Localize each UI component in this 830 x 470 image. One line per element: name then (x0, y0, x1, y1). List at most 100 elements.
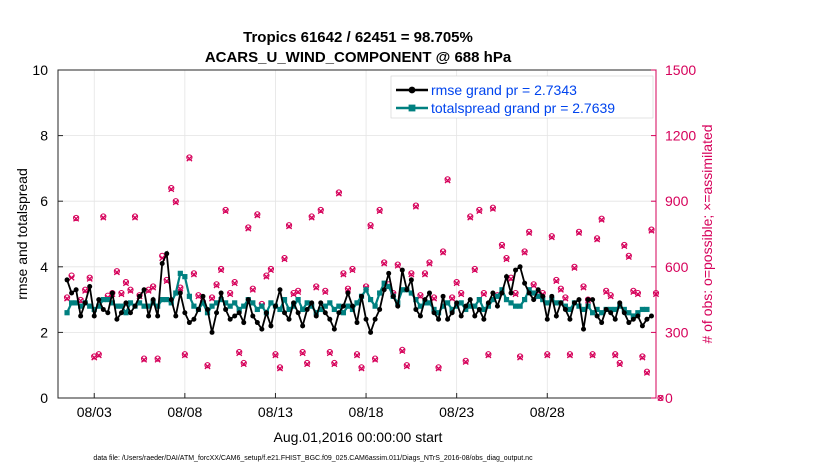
obs-possible-marker (213, 281, 220, 288)
obs-possible-marker (621, 241, 628, 249)
obs-possible-marker (295, 287, 302, 294)
rmse-point (648, 313, 654, 319)
obs-possible-marker (652, 289, 660, 297)
obs-possible-marker (217, 265, 225, 273)
obs-possible-marker (503, 254, 510, 262)
x-tick-label: 08/03 (77, 404, 112, 420)
obs-possible-marker (453, 279, 460, 286)
x-tick-label: 08/13 (258, 404, 293, 420)
obs-possible-marker (349, 265, 356, 273)
totalspread-point (259, 303, 265, 309)
rmse-point (137, 293, 143, 299)
obs-possible-marker (607, 292, 614, 299)
totalspread-point (345, 303, 351, 309)
obs-assimilated-marker (236, 350, 243, 357)
rmse-point (318, 300, 324, 306)
rmse-point (481, 316, 487, 322)
rmse-point (64, 277, 70, 283)
obs-possible-marker (118, 289, 125, 297)
totalspread-point (562, 303, 568, 309)
rmse-point (245, 297, 251, 303)
totalspread-point (100, 297, 106, 303)
rmse-point (585, 297, 591, 303)
obs-possible-marker (643, 368, 651, 375)
rmse-point (576, 297, 582, 303)
totalspread-point (417, 303, 424, 309)
obs-assimilated-marker (399, 347, 406, 355)
rmse-point (91, 313, 97, 319)
totalspread-point (209, 303, 215, 309)
rmse-point (164, 251, 170, 257)
rmse-point (214, 310, 220, 316)
totalspread-point (589, 310, 596, 316)
obs-assimilated-marker (322, 288, 329, 296)
obs-possible-marker (408, 270, 415, 277)
obs-assimilated-marker (372, 356, 379, 363)
obs-assimilated-marker (440, 249, 447, 256)
totalspread-point (608, 306, 614, 313)
totalspread-point (73, 300, 79, 306)
obs-possible-marker (299, 348, 306, 356)
rmse-point (458, 313, 464, 319)
obs-possible-marker (381, 259, 388, 266)
rmse-point (553, 313, 559, 319)
obs-assimilated-marker (172, 199, 179, 206)
totalspread-point (626, 310, 632, 316)
rmse-point (526, 290, 532, 296)
obs-assimilated-marker (512, 291, 519, 298)
totalspread-point (241, 303, 247, 309)
rmse-point (200, 293, 206, 299)
obs-possible-marker (526, 228, 533, 235)
obs-assimilated-marker (381, 260, 388, 267)
obs-assimilated-marker (100, 214, 107, 221)
obs-possible-marker (616, 359, 623, 367)
totalspread-point (232, 300, 238, 306)
obs-assimilated-marker (430, 295, 438, 302)
obs-possible-marker (530, 281, 537, 288)
rmse-point (567, 316, 573, 322)
totalspread-point (177, 270, 183, 276)
y-left-tick-label: 4 (40, 259, 48, 275)
obs-assimilated-marker (95, 352, 102, 359)
obs-possible-marker (100, 213, 107, 220)
totalspread-point (508, 300, 514, 306)
obs-assimilated-marker (607, 293, 614, 300)
data-file-footnote: data file: /Users/raeder/DAI/ATM_forcXX/… (93, 455, 533, 462)
totalspread-point (136, 300, 143, 306)
obs-possible-marker (240, 359, 247, 367)
rmse-point (417, 313, 423, 319)
obs-assimilated-marker (335, 190, 342, 197)
rmse-point (236, 310, 242, 316)
rmse-point (377, 306, 383, 312)
obs-assimilated-marker (295, 288, 302, 296)
rmse-point (123, 300, 129, 306)
rmse-point (590, 297, 596, 303)
obs-assimilated-marker (245, 225, 252, 232)
totalspread-point (213, 300, 220, 306)
obs-assimilated-marker (168, 186, 175, 193)
obs-count-markers (63, 154, 664, 402)
rmse-point (531, 297, 537, 303)
rmse-point (263, 310, 269, 316)
totalspread-point (630, 313, 636, 319)
obs-assimilated-marker (467, 214, 474, 221)
obs-assimilated-marker (263, 273, 270, 280)
obs-assimilated-marker (557, 286, 564, 293)
obs-assimilated-marker (145, 287, 152, 294)
rmse-point (390, 293, 396, 299)
obs-assimilated-marker (181, 352, 188, 359)
rmse-point (309, 300, 315, 306)
rmse-point (327, 316, 333, 322)
rmse-point (404, 287, 410, 293)
obs-assimilated-marker (218, 267, 225, 274)
grid-lines (58, 70, 656, 398)
rmse-point (322, 310, 328, 316)
rmse-point (449, 310, 455, 316)
obs-possible-marker (222, 206, 229, 214)
obs-possible-marker (204, 362, 211, 369)
obs-assimilated-marker (272, 352, 279, 359)
obs-assimilated-marker (190, 271, 197, 278)
rmse-point (617, 300, 623, 306)
obs-assimilated-marker (498, 242, 506, 250)
rmse-point (186, 320, 192, 326)
